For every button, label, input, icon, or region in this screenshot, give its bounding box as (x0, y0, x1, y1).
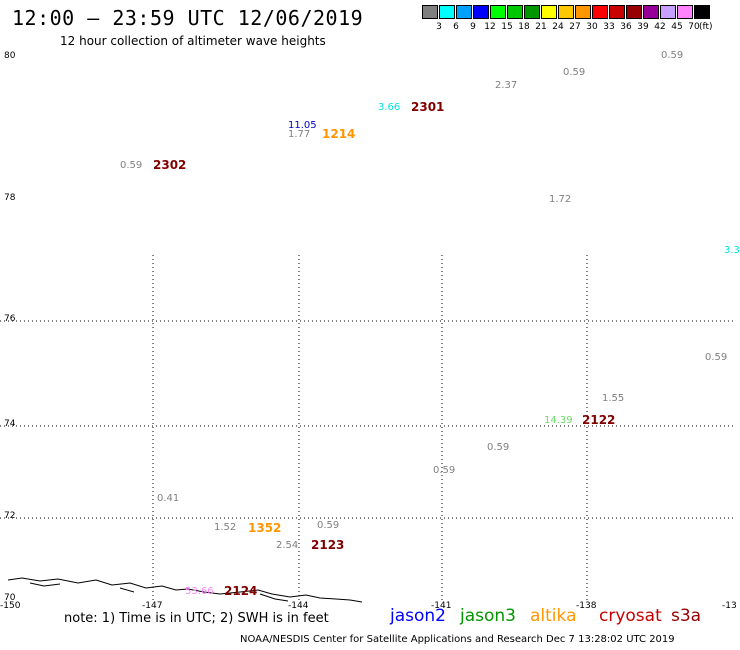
wave-height-label: 0.59 (120, 160, 143, 171)
legend-swatch (626, 5, 642, 19)
legend-label: 27 (569, 22, 581, 32)
legend-label: 42 (654, 22, 666, 32)
map-title: 12:00 – 23:59 UTC 12/06/2019 (12, 6, 364, 30)
wave-height-label: 1.55 (602, 393, 625, 404)
satellite-name-altika: altika (530, 606, 577, 626)
units-note: note: 1) Time is in UTC; 2) SWH is in fe… (64, 611, 329, 626)
obs-time-label: 2124 (224, 584, 258, 598)
obs-time-label: 1352 (248, 521, 282, 535)
legend-label: 45 (671, 22, 683, 32)
legend-label: 15 (501, 22, 513, 32)
obs-time-label: 2123 (311, 538, 345, 552)
satellite-name-cryosat: cryosat (599, 606, 662, 626)
legend-label: 21 (535, 22, 547, 32)
coastline (7, 577, 363, 603)
legend-label: 12 (484, 22, 496, 32)
wave-height-label: 11.05 (288, 120, 317, 131)
lon-label: -144 (288, 601, 309, 611)
coastline-detail (29, 582, 289, 602)
wave-height-label: 1.52 (214, 522, 237, 533)
wave-height-label: 53.66 (185, 586, 214, 597)
legend-label: 30 (586, 22, 598, 32)
legend-label: 36 (620, 22, 632, 32)
lon-label: -147 (142, 601, 163, 611)
wave-height-label: 1.72 (549, 194, 572, 205)
lat-label: 76 (4, 314, 16, 324)
map-subtitle: 12 hour collection of altimeter wave hei… (60, 34, 326, 48)
wave-height-label: 0.59 (433, 465, 456, 476)
wave-height-label: 0.59 (661, 50, 684, 61)
satellite-name-jason2: jason2 (390, 606, 446, 626)
legend-swatch (592, 5, 608, 19)
legend-swatch (694, 5, 710, 19)
legend-swatch (473, 5, 489, 19)
wave-height-label: 0.59 (317, 520, 340, 531)
legend-label: 70 (688, 22, 700, 32)
legend-swatch (524, 5, 540, 19)
legend-swatch (660, 5, 676, 19)
lat-label: 70 (4, 593, 16, 603)
legend-swatch (643, 5, 659, 19)
lat-label: 78 (4, 193, 16, 203)
wave-height-label: 0.59 (487, 442, 510, 453)
legend-label: 9 (470, 22, 476, 32)
lon-label: -150 (0, 601, 21, 611)
wave-height-label: 0.59 (705, 352, 728, 363)
wave-height-label: 14.39 (544, 415, 573, 426)
obs-time-label: 2122 (582, 413, 616, 427)
legend-swatch (490, 5, 506, 19)
wave-height-label: 3.66 (378, 102, 401, 113)
legend-swatch (456, 5, 472, 19)
legend-swatch (439, 5, 455, 19)
legend-label: 6 (453, 22, 459, 32)
legend-swatch (541, 5, 557, 19)
legend-swatch (422, 5, 438, 19)
wave-height-label: 0.41 (157, 493, 180, 504)
wave-height-label: 2.37 (495, 80, 518, 91)
wave-height-label: 1.77 (288, 129, 311, 140)
legend-swatch (507, 5, 523, 19)
legend-swatch (609, 5, 625, 19)
credit-line: NOAA/NESDIS Center for Satellite Applica… (240, 634, 675, 645)
lat-label: 72 (4, 511, 16, 521)
legend-swatch (558, 5, 574, 19)
satellite-name-s3a: s3a (671, 606, 702, 626)
legend-unit: (ft) (699, 22, 713, 32)
legend-label: 39 (637, 22, 649, 32)
legend-label: 33 (603, 22, 615, 32)
wave-height-label: 0.59 (563, 67, 586, 78)
lon-label: -13 (722, 601, 737, 611)
legend-swatch (677, 5, 693, 19)
satellite-name-jason3: jason3 (460, 606, 516, 626)
obs-time-label: 1214 (322, 127, 356, 141)
wave-height-label: 2.54 (276, 540, 299, 551)
legend-label: 24 (552, 22, 564, 32)
lat-label: 80 (4, 51, 16, 61)
wave-height-label: 3.3 (724, 245, 740, 256)
lat-label: 74 (4, 419, 16, 429)
legend-swatch (575, 5, 591, 19)
lon-label: -141 (431, 601, 452, 611)
lon-label: -138 (576, 601, 597, 611)
obs-time-label: 2301 (411, 100, 445, 114)
legend-label: 18 (518, 22, 530, 32)
obs-time-label: 2302 (153, 158, 187, 172)
legend-label: 3 (436, 22, 442, 32)
